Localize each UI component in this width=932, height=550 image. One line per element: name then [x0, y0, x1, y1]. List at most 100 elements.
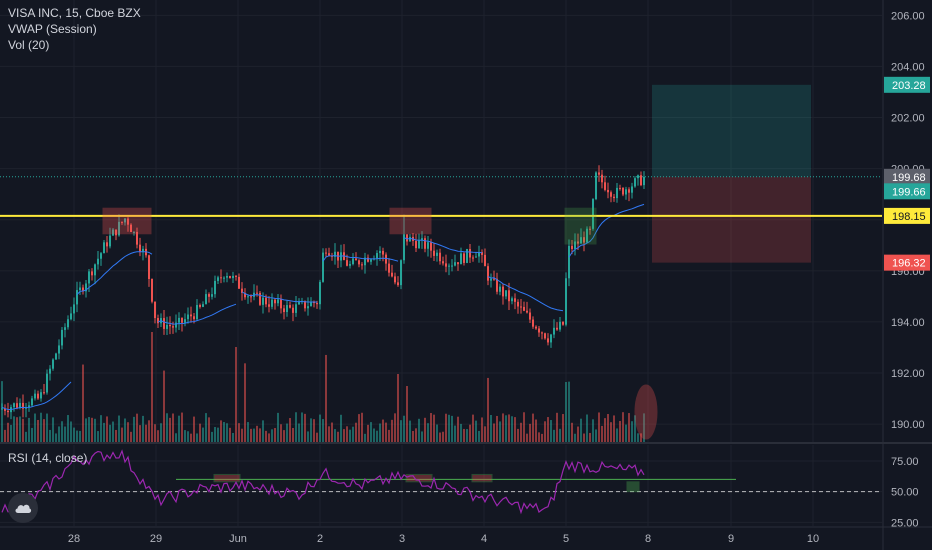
candle-body	[232, 275, 234, 279]
volume-bar	[64, 426, 66, 442]
annotations[interactable]	[0, 176, 882, 440]
volume-bar	[610, 422, 612, 442]
x-tick-label: 4	[481, 533, 487, 545]
volume-bar	[301, 412, 303, 442]
rsi-indicator-label[interactable]: RSI (14, close)	[8, 451, 88, 465]
candle-body	[274, 299, 276, 304]
volume-bar	[331, 422, 333, 442]
candle-body	[28, 405, 30, 407]
volume-bar	[454, 425, 456, 442]
candle-body	[502, 286, 504, 297]
volume-bar	[286, 423, 288, 442]
x-tick-label: Jun	[229, 533, 247, 545]
volume-indicator-label[interactable]: Vol (20)	[8, 38, 50, 52]
volume-bar	[643, 413, 645, 442]
volume-bar	[115, 429, 117, 442]
volume-bar	[166, 413, 168, 442]
candlesticks	[1, 165, 645, 420]
volume-bar	[334, 429, 336, 442]
candle-body	[187, 314, 189, 320]
volume-bar	[178, 415, 180, 442]
symbol-title[interactable]: VISA INC, 15, Cboe BZX	[8, 6, 141, 20]
candle-body	[52, 359, 54, 369]
volume-bar	[16, 417, 18, 442]
candle-body	[391, 272, 393, 277]
price-label-target	[884, 76, 930, 93]
candle-body	[157, 318, 159, 324]
volume-bar	[94, 418, 96, 442]
volume-bar	[451, 415, 453, 442]
vwap-indicator-label[interactable]: VWAP (Session)	[8, 22, 97, 36]
candle-body	[82, 287, 84, 292]
y-tick-label: 204.00	[891, 61, 925, 73]
volume-bar	[556, 412, 558, 442]
volume-bar	[385, 422, 387, 442]
volume-bar	[628, 413, 630, 442]
volume-bar	[205, 413, 207, 442]
volume-bar	[571, 422, 573, 442]
position-zones[interactable]	[652, 84, 811, 263]
tradingview-logo-icon[interactable]	[8, 493, 38, 523]
volume-bar	[256, 425, 258, 442]
volume-bar	[31, 427, 33, 442]
volume-bar	[547, 417, 549, 442]
volume-bar	[136, 413, 138, 442]
candle-body	[139, 244, 141, 253]
candle-body	[622, 188, 624, 195]
candle-body	[124, 218, 126, 223]
rsi-box	[626, 481, 640, 493]
volume-bar	[418, 418, 420, 442]
x-tick-label: 10	[807, 533, 819, 545]
vwap-segment	[487, 275, 564, 312]
candle-body	[400, 260, 402, 286]
volume-bar	[235, 347, 237, 442]
candle-body	[448, 265, 450, 267]
volume-bar	[559, 428, 561, 442]
candle-body	[616, 187, 618, 199]
volume-bar	[586, 414, 588, 442]
candle-body	[505, 290, 507, 297]
volume-bar	[91, 417, 93, 442]
volume-bar	[217, 427, 219, 442]
candle-body	[559, 321, 561, 330]
candle-body	[361, 264, 363, 266]
volume-bar	[313, 419, 315, 442]
rsi-pane	[0, 449, 882, 515]
volume-bar	[520, 422, 522, 442]
volume-bar	[208, 417, 210, 442]
volume-bar	[82, 364, 84, 442]
candle-body	[310, 301, 312, 307]
price-label-text: 199.66	[892, 186, 926, 198]
volume-bar	[133, 416, 135, 442]
candle-body	[556, 327, 558, 330]
vwap-segment	[241, 291, 318, 303]
candle-body	[484, 254, 486, 267]
volume-bar	[274, 428, 276, 442]
candle-body	[589, 228, 591, 230]
volume-bar	[472, 414, 474, 442]
volume-bar	[391, 419, 393, 442]
candle-body	[580, 237, 582, 244]
volume-bar	[139, 425, 141, 442]
candle-body	[451, 265, 453, 267]
volume-bar	[37, 419, 39, 442]
volume-bar	[574, 433, 576, 442]
y-tick-label: 194.00	[891, 317, 925, 329]
candle-body	[415, 240, 417, 249]
candle-body	[190, 314, 192, 317]
candle-body	[532, 319, 534, 327]
volume-bar	[604, 418, 606, 442]
volume-bar	[511, 416, 513, 442]
candle-body	[469, 249, 471, 258]
candle-body	[544, 333, 546, 339]
volume-bar	[46, 413, 48, 442]
volume-bar	[427, 423, 429, 442]
candle-body	[4, 408, 6, 411]
candle-body	[16, 403, 18, 408]
volume-bar	[76, 430, 78, 442]
candle-body	[94, 264, 96, 276]
candle-body	[355, 258, 357, 261]
candle-body	[550, 334, 552, 343]
